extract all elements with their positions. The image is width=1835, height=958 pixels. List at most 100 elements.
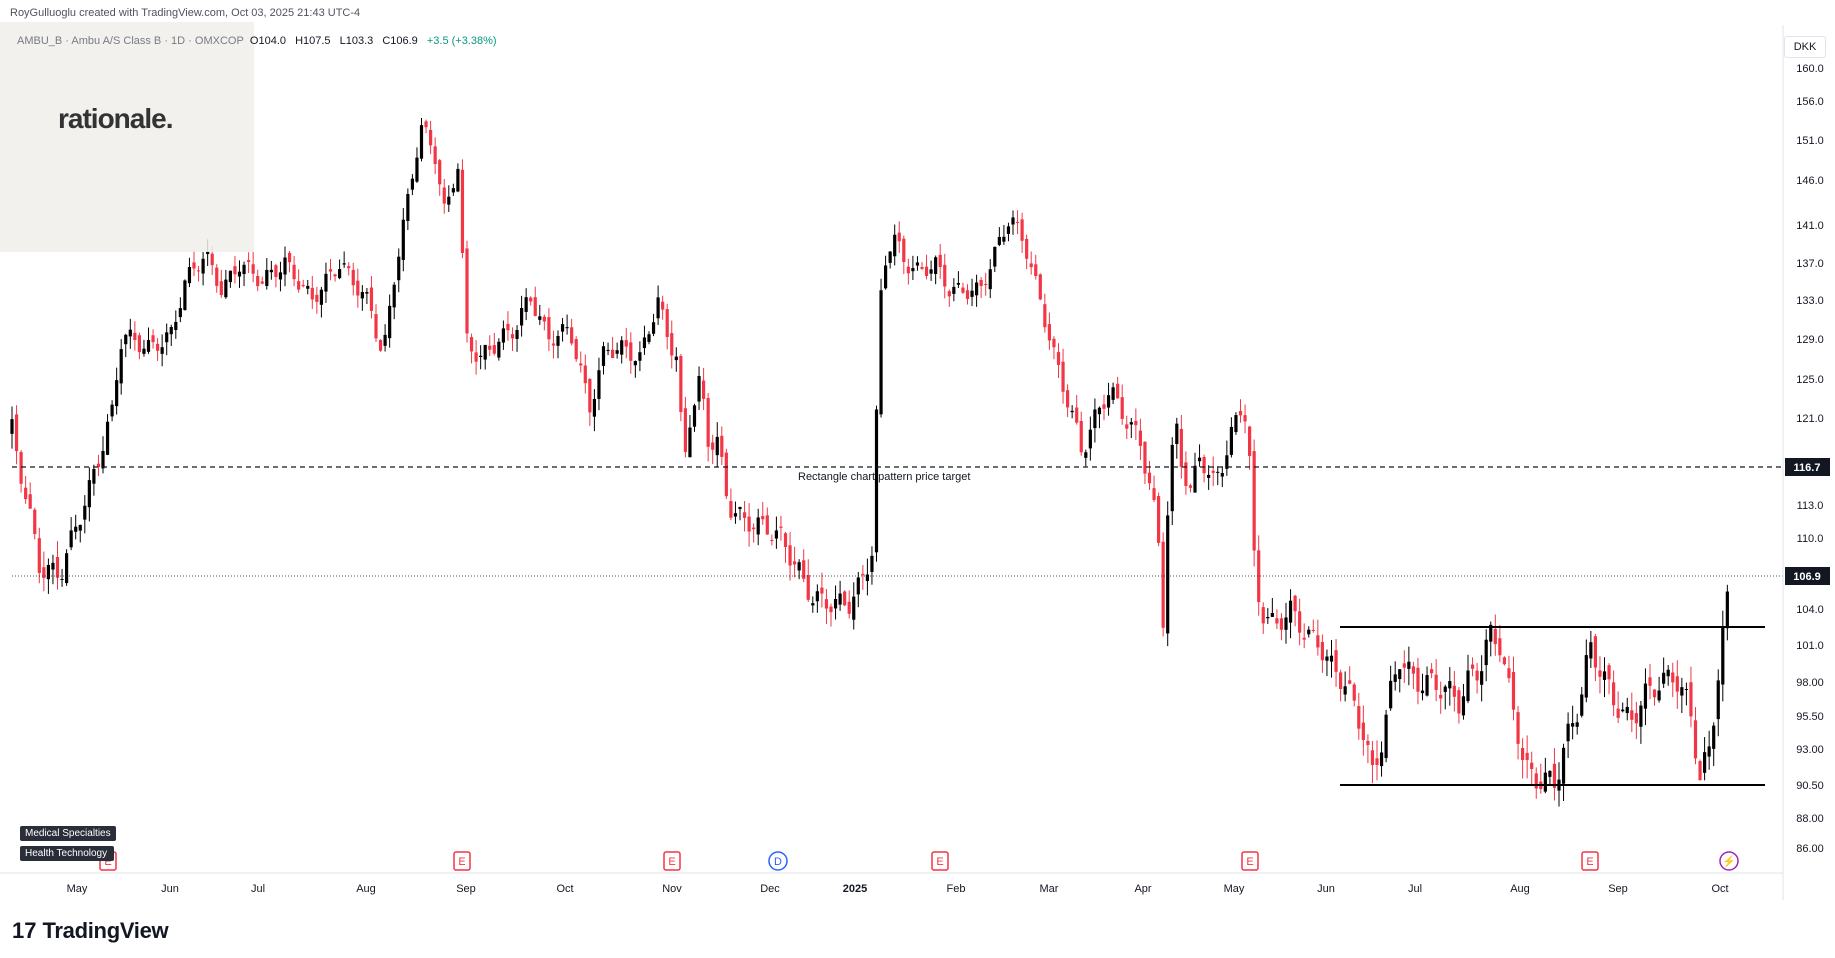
split-icon[interactable] — [1719, 851, 1739, 871]
price-tick: 110.0 — [1797, 533, 1824, 545]
industry-tag[interactable]: Health Technology — [20, 846, 114, 861]
candle-body — [1179, 428, 1183, 467]
candle-body — [611, 349, 615, 358]
candle-body — [1147, 472, 1152, 484]
tradingview-brand[interactable]: 17 TradingView — [12, 918, 169, 944]
earnings-icon[interactable] — [1581, 851, 1599, 871]
candle-body — [438, 160, 442, 185]
candle-body — [1407, 661, 1411, 669]
candle-body — [1662, 672, 1666, 684]
candle-body — [975, 282, 979, 296]
candle-body — [1448, 681, 1452, 689]
candle-body — [1389, 680, 1393, 709]
candle-body — [1411, 666, 1415, 674]
candle-body — [847, 601, 851, 614]
candle-body — [1575, 722, 1579, 727]
candle-body — [1593, 636, 1597, 668]
candle-body — [688, 427, 692, 458]
candle-body — [242, 264, 246, 275]
candle-body — [1566, 723, 1570, 742]
candle-body — [42, 567, 46, 578]
candle-body — [1543, 772, 1547, 792]
candle-body — [629, 342, 633, 361]
price-tick: 88.00 — [1796, 813, 1824, 825]
candle-body — [1584, 655, 1588, 698]
candle-body — [497, 341, 501, 358]
time-axis[interactable]: May Jun Jul Aug Sep Oct Nov Dec 2025 Feb Mar Apr May… — [0, 872, 1783, 895]
time-tick: Sep — [1608, 883, 1628, 895]
candle-body — [1266, 616, 1270, 619]
candle-body — [1461, 696, 1466, 716]
candle-body — [192, 262, 196, 269]
candle-body — [893, 234, 897, 257]
candle-body — [1521, 748, 1525, 761]
candle-body — [479, 355, 483, 357]
price-axis[interactable]: 160.0 156.0 151.0 146.0 141.0 137.0 133.0 129.0… — [1782, 25, 1824, 900]
candle-body — [1298, 611, 1302, 633]
candle-body — [1002, 236, 1006, 242]
candle-body — [906, 266, 910, 274]
candle-body — [1261, 607, 1265, 624]
candle-body — [524, 297, 528, 312]
candle-body — [1675, 676, 1679, 692]
candle-body — [142, 348, 146, 354]
candle-body — [128, 329, 132, 337]
candle-body — [1175, 423, 1179, 444]
time-tick: May — [1224, 883, 1245, 895]
candle-body — [1634, 713, 1638, 724]
candle-body — [1184, 462, 1188, 487]
candle-body — [1370, 750, 1375, 766]
candle-body — [1202, 457, 1206, 474]
candle-body — [993, 246, 997, 267]
candle-body — [378, 339, 383, 351]
candle-body — [1170, 444, 1174, 512]
earnings-icon[interactable] — [453, 851, 471, 871]
time-tick: Oct — [556, 883, 573, 895]
candle-body — [19, 452, 23, 484]
candle-body — [1316, 635, 1320, 648]
candle-body — [897, 232, 901, 242]
time-tick: Jul — [251, 883, 265, 895]
sector-tag[interactable]: Medical Specialties — [20, 826, 116, 841]
candle-body — [1038, 274, 1042, 300]
candle-body — [683, 408, 687, 452]
candle-body — [260, 281, 264, 284]
candle-body — [538, 316, 542, 320]
candle-body — [756, 517, 760, 535]
candle-body — [1106, 395, 1111, 408]
candle-body — [1484, 639, 1488, 666]
candle-body — [1307, 629, 1311, 635]
candle-body — [1143, 441, 1147, 474]
candle-body — [1589, 642, 1593, 659]
candle-body — [383, 334, 387, 346]
candle-body — [984, 283, 988, 285]
candle-body — [947, 291, 951, 297]
candle-body — [1029, 263, 1033, 268]
candle-body — [1352, 684, 1356, 701]
earnings-icon[interactable] — [1241, 851, 1259, 871]
candle-body — [615, 350, 619, 354]
candle-body — [1502, 657, 1506, 665]
candle-body — [1116, 383, 1120, 399]
earnings-icon[interactable] — [663, 851, 681, 871]
candle-body — [706, 398, 710, 447]
candle-body — [1052, 338, 1056, 348]
symbol-name[interactable]: AMBU_B · Ambu A/S Class B · 1D · OMXCOP — [17, 35, 244, 47]
dividend-icon[interactable] — [768, 851, 788, 871]
candle-body — [1680, 687, 1684, 696]
symbol-legend[interactable]: AMBU_B · Ambu A/S Class B · 1D · OMXCOP … — [17, 35, 503, 47]
candle-body — [1725, 591, 1729, 629]
time-tick: Jun — [1317, 883, 1335, 895]
price-target-annotation: Rectangle chart pattern price target — [798, 471, 970, 483]
earnings-icon[interactable] — [931, 851, 949, 871]
candle-body — [515, 329, 519, 339]
candle-series — [10, 117, 1729, 807]
currency-button[interactable]: DKK — [1784, 36, 1826, 58]
candle-body — [852, 596, 856, 620]
candle-body — [237, 271, 242, 277]
candle-body — [729, 501, 733, 518]
candle-body — [115, 380, 119, 407]
candle-body — [1211, 470, 1215, 473]
candle-body — [1607, 665, 1611, 680]
